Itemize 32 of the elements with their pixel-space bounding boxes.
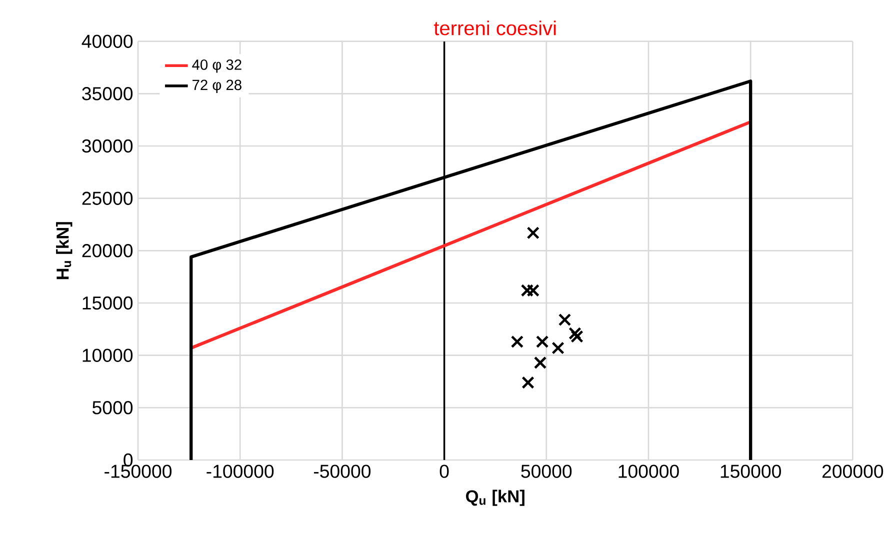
y-tick-label: 30000 [82, 139, 133, 153]
legend-label: 40 φ 32 [192, 60, 242, 73]
point [522, 376, 534, 389]
y-tick-label: 10000 [82, 348, 133, 362]
point [526, 226, 540, 240]
y-tick-label: 35000 [82, 87, 133, 100]
point [552, 342, 564, 354]
legend-label: 72 φ 28 [192, 80, 242, 94]
x-tick-label: 50000 [521, 464, 572, 478]
point [570, 330, 584, 343]
y-tick-label: 25000 [82, 192, 133, 205]
point [558, 313, 572, 326]
y-tick-label: 15000 [82, 296, 133, 310]
point [568, 326, 582, 340]
x-tick-label: -150000 [104, 464, 172, 478]
x-tick-label: -50000 [314, 464, 371, 478]
x-tick-label: 200000 [822, 464, 884, 478]
point [534, 356, 547, 370]
point [536, 335, 549, 348]
chart-title: terreni coesivi [434, 20, 556, 36]
point [510, 335, 524, 348]
point [526, 284, 540, 297]
x-tick-label: -100000 [206, 464, 274, 478]
y-tick-label: 5000 [92, 401, 133, 414]
text: Q$_{u}$ [kN] [466, 490, 524, 506]
y-tick-label: 40000 [82, 34, 133, 48]
x-tick-label: 0 [440, 464, 449, 478]
y-tick-label: 20000 [82, 244, 133, 258]
point [520, 284, 534, 297]
x-tick-label: 100000 [618, 464, 679, 478]
x-tick-label: 150000 [720, 464, 781, 478]
text: H$_{u}$ [kN] [56, 222, 72, 280]
